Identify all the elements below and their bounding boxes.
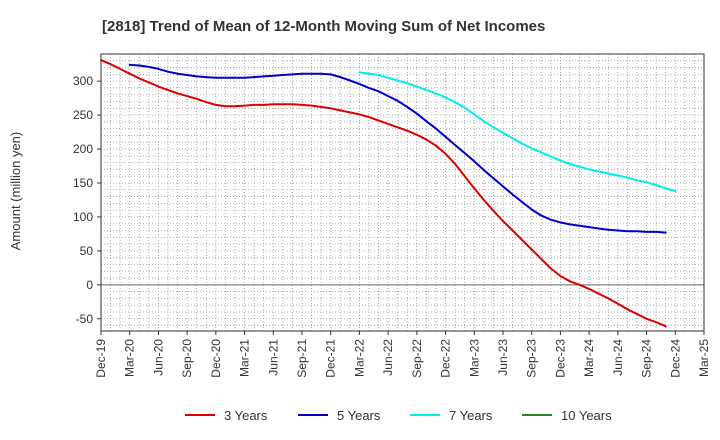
x-tick-label: Sep-22 bbox=[410, 339, 424, 378]
chart-title: [2818] Trend of Mean of 12-Month Moving … bbox=[102, 18, 545, 35]
x-tick-label: Jun-24 bbox=[611, 339, 625, 376]
plot-area: -50 0 50 100 150 200 250 300 Dec-19 Mar-20 Jun-20 S… bbox=[73, 53, 711, 378]
x-tick-label: Sep-20 bbox=[180, 339, 194, 378]
x-tick-label: Sep-23 bbox=[525, 339, 539, 378]
series-line-5-years bbox=[128, 63, 667, 234]
series-line-7-years bbox=[358, 71, 677, 193]
y-tick-label: 0 bbox=[86, 278, 93, 292]
x-tick-label: Dec-21 bbox=[324, 339, 338, 378]
x-tick-label: Dec-20 bbox=[209, 339, 223, 378]
legend: 3 Years 5 Years 7 Years 10 Years bbox=[185, 408, 612, 423]
legend-label-3-years: 3 Years bbox=[224, 408, 268, 423]
x-tick-label: Mar-20 bbox=[123, 339, 137, 377]
x-tick-label: Mar-25 bbox=[697, 339, 711, 377]
x-tick-label: Mar-24 bbox=[582, 339, 596, 377]
x-tick-label: Jun-22 bbox=[381, 339, 395, 376]
plot-border bbox=[100, 53, 705, 332]
legend-label-5-years: 5 Years bbox=[337, 408, 381, 423]
series-line-3-years bbox=[100, 59, 667, 328]
plot-background bbox=[101, 54, 704, 331]
y-tick-label: 50 bbox=[80, 244, 94, 258]
y-axis-label: Amount (million yen) bbox=[8, 132, 23, 251]
x-tick-label: Dec-24 bbox=[668, 339, 682, 378]
y-tick-label: 300 bbox=[73, 74, 93, 88]
x-tick-label: Jun-21 bbox=[266, 339, 280, 376]
legend-label-10-years: 10 Years bbox=[561, 408, 612, 423]
x-tick-label: Dec-19 bbox=[94, 339, 108, 378]
y-tick-label: -50 bbox=[76, 312, 94, 326]
x-tick-label: Jun-23 bbox=[496, 339, 510, 376]
x-tick-label: Jun-20 bbox=[151, 339, 165, 376]
x-tick-label: Sep-24 bbox=[640, 339, 654, 378]
y-tick-label: 150 bbox=[73, 176, 93, 190]
x-tick-label: Dec-22 bbox=[439, 339, 453, 378]
y-tick-label: 100 bbox=[73, 210, 93, 224]
x-tick-label: Mar-23 bbox=[467, 339, 481, 377]
x-tick-label: Mar-22 bbox=[352, 339, 366, 377]
legend-label-7-years: 7 Years bbox=[449, 408, 493, 423]
x-tick-label: Mar-21 bbox=[238, 339, 252, 377]
x-tick-label: Sep-21 bbox=[295, 339, 309, 378]
y-tick-label: 250 bbox=[73, 108, 93, 122]
y-tick-label: 200 bbox=[73, 142, 93, 156]
x-tick-label: Dec-23 bbox=[553, 339, 567, 378]
